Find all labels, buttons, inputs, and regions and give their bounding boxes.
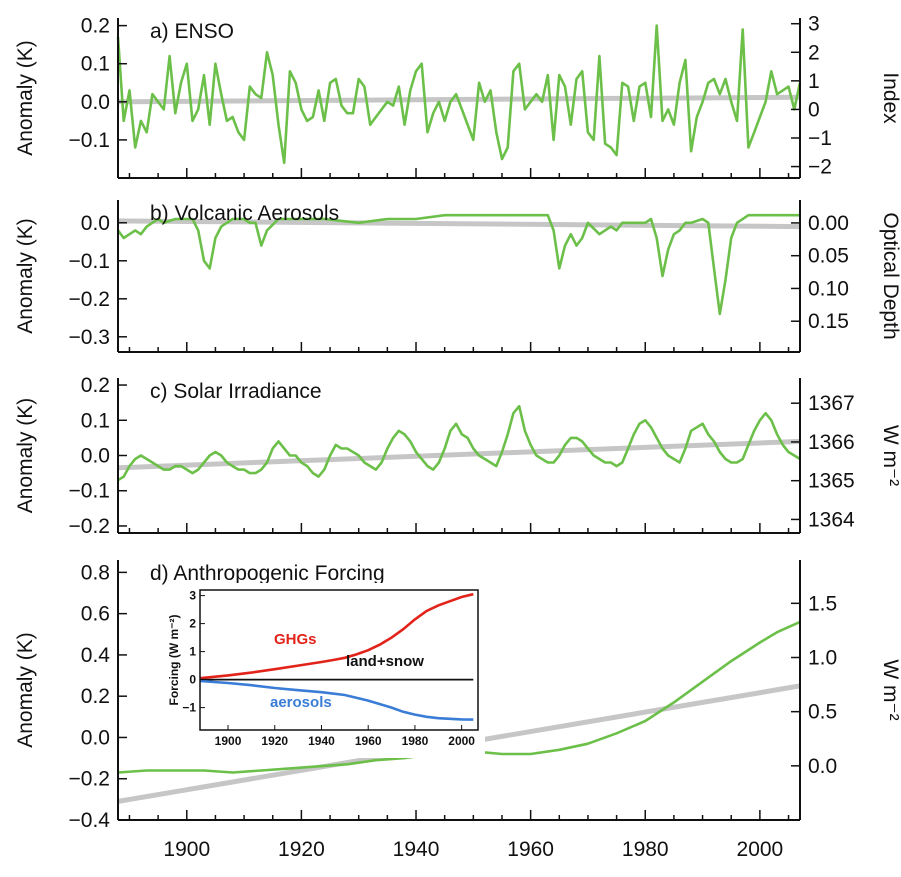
inset-y-tick-label: 3	[189, 589, 196, 603]
panel-title: b) Volcanic Aerosols	[150, 202, 339, 225]
inset-x-tick-label: 1940	[308, 734, 335, 748]
y-tick-label: 0.0	[81, 726, 110, 749]
y2-axis-label: W m⁻²	[879, 425, 901, 486]
inset-label-aerosols: aerosols	[270, 694, 332, 711]
inset-label-land-snow: land+snow	[346, 653, 424, 670]
y-tick-label: −0.1	[69, 250, 110, 273]
y-tick-label: −0.1	[69, 129, 110, 152]
y2-tick-label: 1367	[808, 392, 855, 415]
y-tick-label: −0.2	[69, 288, 110, 311]
inset-label-ghgs: GHGs	[274, 631, 317, 648]
x-tick-label: 1900	[163, 838, 210, 861]
panel-3: 0.2 0.1 0.0 −0.1 −0.2 1367 1366 1365 1364 c) Sola…	[14, 374, 901, 538]
inset-y-tick-label: −1	[182, 701, 196, 715]
y-tick-label: 0.0	[81, 445, 110, 468]
y-axis-label: Anomaly (K)	[14, 40, 37, 156]
y2-tick-label: 1.0	[808, 647, 837, 670]
y2-tick-label: 1366	[808, 431, 855, 454]
inset-y-tick-label: 1	[189, 645, 196, 659]
y2-tick-label: 0.15	[808, 310, 849, 333]
y-tick-label: 0.1	[81, 53, 110, 76]
y2-tick-label: 0.10	[808, 277, 849, 300]
y2-tick-label: 0.00	[808, 212, 849, 235]
inset-frame	[199, 589, 479, 731]
inset-y-axis-label: Forcing (W m⁻²)	[167, 615, 181, 706]
y-tick-label: −0.3	[69, 326, 110, 349]
series-line	[116, 213, 800, 316]
y2-axis-label: Index	[879, 72, 901, 124]
x-tick-label: 1980	[622, 838, 669, 861]
x-tick-label: 1960	[507, 838, 554, 861]
inset-x-tick-label: 1920	[261, 734, 288, 748]
y-axis-label: Anomaly (K)	[14, 632, 37, 748]
y-tick-label: 0.1	[81, 409, 110, 432]
y2-tick-label: 0	[808, 98, 820, 121]
y-tick-label: 0.4	[81, 644, 111, 667]
y2-tick-label: 0.0	[808, 755, 837, 778]
series-line	[116, 24, 802, 165]
y-axis-label: Anomaly (K)	[14, 218, 37, 334]
inset-series-1	[199, 592, 474, 680]
inset-x-tick-label: 2000	[448, 734, 475, 748]
y2-axis-label: W m⁻²	[879, 659, 901, 720]
panel-title: c) Solar Irradiance	[150, 380, 322, 403]
x-tick-label: 1920	[278, 838, 325, 861]
y2-tick-label: 1364	[808, 508, 855, 531]
y2-tick-label: 1365	[808, 470, 855, 493]
inset-y-tick-label: 2	[189, 617, 196, 631]
y-axis-label: Anomaly (K)	[14, 398, 37, 514]
y-tick-label: −0.4	[69, 809, 111, 832]
y-tick-label: 0.2	[81, 15, 110, 38]
y2-tick-label: −1	[808, 127, 832, 150]
inset-chart: 3 2 1 0 −1 1900 1920 1940 1960 1980 2000 Forcing (W…	[165, 583, 485, 758]
y2-tick-label: 3	[808, 13, 820, 36]
panel-title: a) ENSO	[150, 20, 234, 43]
y2-tick-label: 0.05	[808, 245, 849, 268]
inset-x-tick-label: 1960	[355, 734, 382, 748]
y-tick-label: 0.6	[81, 603, 110, 626]
y-tick-label: 0.2	[81, 685, 110, 708]
y2-tick-label: 0.5	[808, 701, 837, 724]
inset-series-3	[199, 679, 474, 721]
inset-x-tick-label: 1900	[215, 734, 242, 748]
y-tick-label: −0.2	[69, 515, 110, 538]
inset-background	[165, 583, 485, 758]
y-tick-label: 0.0	[81, 212, 110, 235]
y2-tick-label: −2	[808, 156, 832, 179]
x-tick-label: 1940	[393, 838, 440, 861]
y2-tick-label: 2	[808, 41, 820, 64]
panel-2: 0.0 −0.1 −0.2 −0.3 0.00 0.05 0.10 0.15 b) Volcan…	[14, 200, 901, 353]
y-tick-label: 0.0	[81, 91, 110, 114]
y2-tick-label: 1.5	[808, 592, 837, 615]
y-tick-label: 0.2	[81, 374, 110, 397]
inset-y-tick-label: 0	[189, 673, 196, 687]
y2-tick-label: 1	[808, 70, 820, 93]
y-tick-label: 0.8	[81, 561, 110, 584]
y-tick-label: −0.1	[69, 480, 110, 503]
panel-title: d) Anthropogenic Forcing	[150, 562, 385, 585]
inset-x-tick-label: 1980	[402, 734, 429, 748]
y-tick-label: −0.2	[69, 768, 110, 791]
y2-axis-label: Optical Depth	[879, 212, 901, 339]
panel-1: 0.2 0.1 0.0 −0.1 3 2 1 0 −1 −2 a) ENSO Anomaly (K) I…	[14, 13, 901, 179]
trend-line	[117, 218, 801, 230]
series-line	[117, 404, 801, 482]
x-tick-label: 2000	[737, 838, 784, 861]
panel-4: 0.8 0.6 0.4 0.2 0.0 −0.2 −0.4 1.5 1.0 0.5 0.0 d) An…	[14, 560, 901, 861]
